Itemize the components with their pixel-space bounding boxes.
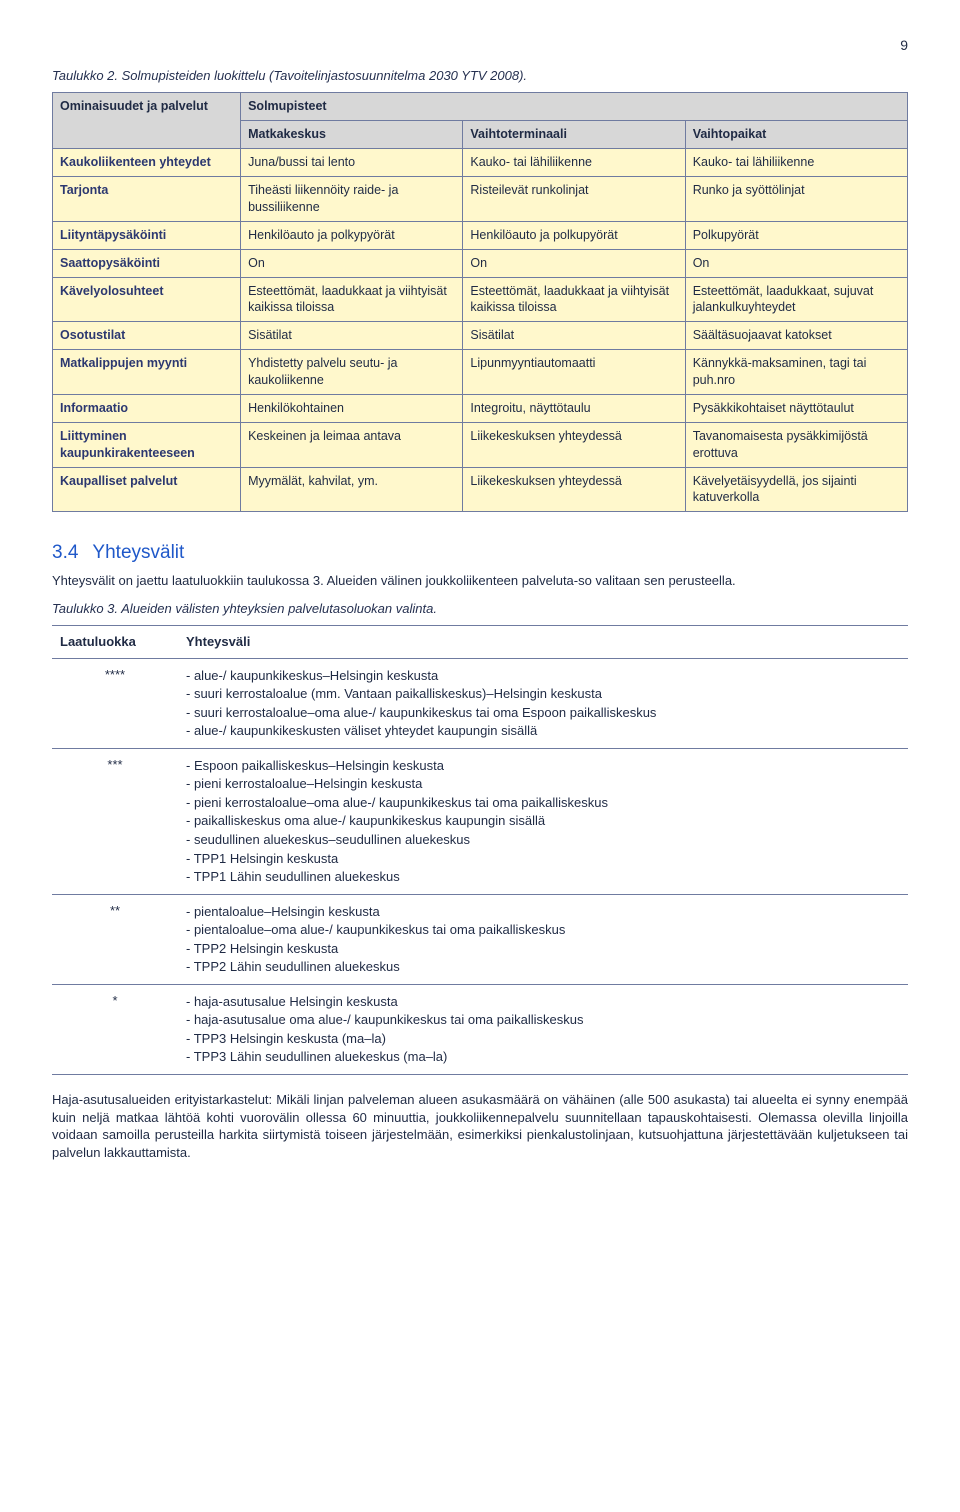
table2-cell: Sisätilat	[241, 322, 463, 350]
table2-cell: Henkilöauto ja polkupyörät	[463, 221, 685, 249]
list-item: pientaloalue–oma alue-/ kaupunkikeskus t…	[186, 921, 900, 939]
section-title: Yhteysvälit	[92, 542, 184, 563]
table2-cell: Pysäkkikohtaiset näyttötaulut	[685, 394, 907, 422]
table2-cell: Esteettömät, laadukkaat, sujuvat jalanku…	[685, 277, 907, 322]
table2-cell: Esteettömät, laadukkaat ja viihtyisät ka…	[463, 277, 685, 322]
table3-head1: Yhteysväli	[178, 626, 908, 659]
table2-cell: Myymälät, kahvilat, ym.	[241, 467, 463, 512]
table2-cell: Keskeinen ja leimaa antava	[241, 422, 463, 467]
table2-row-label: Matkalippujen myynti	[53, 350, 241, 395]
table2-corner: Ominaisuudet ja palvelut	[53, 93, 241, 149]
table2-cell: Tiheästi liikennöity raide- ja bussiliik…	[241, 177, 463, 222]
table2-cell: Integroitu, näyttötaulu	[463, 394, 685, 422]
table2-row-label: Kaupalliset palvelut	[53, 467, 241, 512]
table3-items: pientaloalue–Helsingin keskustapientaloa…	[178, 894, 908, 984]
table2-row-label: Liittyminen kaupunkirakenteeseen	[53, 422, 241, 467]
table2-cell: Liikekeskuksen yhteydessä	[463, 467, 685, 512]
table3-level: ***	[52, 748, 178, 894]
table2-cell: Juna/bussi tai lento	[241, 149, 463, 177]
list-item: paikalliskeskus oma alue-/ kaupunkikesku…	[186, 812, 900, 830]
list-item: pieni kerrostaloalue–oma alue-/ kaupunki…	[186, 794, 900, 812]
table3-head0: Laatuluokka	[52, 626, 178, 659]
footer-paragraph: Haja-asutusalueiden erityistarkastelut: …	[52, 1091, 908, 1161]
table2-cell: Kävelyetäisyydellä, jos sijainti katuver…	[685, 467, 907, 512]
table2-cell: Polkupyörät	[685, 221, 907, 249]
table2-row-label: Liityntäpysäköinti	[53, 221, 241, 249]
list-item: alue-/ kaupunkikeskus–Helsingin keskusta	[186, 667, 900, 685]
list-item: TPP1 Helsingin keskusta	[186, 850, 900, 868]
table2-row-label: Kaukoliikenteen yhteydet	[53, 149, 241, 177]
page-number: 9	[52, 36, 908, 55]
list-item: suuri kerrostaloalue–oma alue-/ kaupunki…	[186, 704, 900, 722]
table2-row-label: Kävelyolosuhteet	[53, 277, 241, 322]
table3-level: ****	[52, 658, 178, 748]
table2-cell: Liikekeskuksen yhteydessä	[463, 422, 685, 467]
table2-row-label: Saattopysäköinti	[53, 249, 241, 277]
table2-cell: Henkilökohtainen	[241, 394, 463, 422]
list-item: TPP3 Lähin seudullinen aluekeskus (ma–la…	[186, 1048, 900, 1066]
list-item: TPP3 Helsingin keskusta (ma–la)	[186, 1030, 900, 1048]
list-item: alue-/ kaupunkikeskusten väliset yhteyde…	[186, 722, 900, 740]
table2-col2: Vaihtopaikat	[685, 121, 907, 149]
table2-cell: On	[685, 249, 907, 277]
list-item: haja-asutusalue oma alue-/ kaupunkikesku…	[186, 1011, 900, 1029]
table2-cell: Runko ja syöttölinjat	[685, 177, 907, 222]
table2: Ominaisuudet ja palvelut Solmupisteet Ma…	[52, 92, 908, 512]
table3-level: *	[52, 984, 178, 1074]
table2-row-label: Informaatio	[53, 394, 241, 422]
table2-cell: Sisätilat	[463, 322, 685, 350]
table2-header-top: Solmupisteet	[241, 93, 908, 121]
list-item: pieni kerrostaloalue–Helsingin keskusta	[186, 775, 900, 793]
list-item: Espoon paikalliskeskus–Helsingin keskust…	[186, 757, 900, 775]
table2-cell: Risteilevät runkolinjat	[463, 177, 685, 222]
table2-caption: Taulukko 2. Solmupisteiden luokittelu (T…	[52, 67, 908, 85]
table2-cell: Kännykkä-maksaminen, tagi tai puh.nro	[685, 350, 907, 395]
list-item: suuri kerrostaloalue (mm. Vantaan paikal…	[186, 685, 900, 703]
table2-cell: On	[463, 249, 685, 277]
table2-cell: Esteettömät, laadukkaat ja viihtyisät ka…	[241, 277, 463, 322]
list-item: seudullinen aluekeskus–seudullinen aluek…	[186, 831, 900, 849]
table3-level: **	[52, 894, 178, 984]
table3: Laatuluokka Yhteysväli ****alue-/ kaupun…	[52, 625, 908, 1075]
table2-cell: Henkilöauto ja polkypyörät	[241, 221, 463, 249]
table2-row-label: Tarjonta	[53, 177, 241, 222]
table2-cell: Kauko- tai lähiliikenne	[463, 149, 685, 177]
list-item: TPP2 Helsingin keskusta	[186, 940, 900, 958]
list-item: haja-asutusalue Helsingin keskusta	[186, 993, 900, 1011]
table2-cell: Säältäsuojaavat katokset	[685, 322, 907, 350]
section-paragraph: Yhteysvälit on jaettu laatuluokkiin taul…	[52, 572, 908, 590]
table2-cell: Lipunmyyntiautomaatti	[463, 350, 685, 395]
table3-caption: Taulukko 3. Alueiden välisten yhteyksien…	[52, 600, 908, 618]
table3-items: Espoon paikalliskeskus–Helsingin keskust…	[178, 748, 908, 894]
table2-cell: Tavanomaisesta pysäkkimijöstä erottuva	[685, 422, 907, 467]
section-number: 3.4	[52, 542, 78, 563]
list-item: TPP2 Lähin seudullinen aluekeskus	[186, 958, 900, 976]
table3-items: haja-asutusalue Helsingin keskustahaja-a…	[178, 984, 908, 1074]
table2-col1: Vaihtoterminaali	[463, 121, 685, 149]
table2-row-label: Osotustilat	[53, 322, 241, 350]
section-heading: 3.4 Yhteysvälit	[52, 540, 908, 566]
list-item: pientaloalue–Helsingin keskusta	[186, 903, 900, 921]
table2-cell: On	[241, 249, 463, 277]
table3-items: alue-/ kaupunkikeskus–Helsingin keskusta…	[178, 658, 908, 748]
table2-cell: Kauko- tai lähiliikenne	[685, 149, 907, 177]
table2-cell: Yhdistetty palvelu seutu- ja kaukoliiken…	[241, 350, 463, 395]
table2-col0: Matkakeskus	[241, 121, 463, 149]
list-item: TPP1 Lähin seudullinen aluekeskus	[186, 868, 900, 886]
